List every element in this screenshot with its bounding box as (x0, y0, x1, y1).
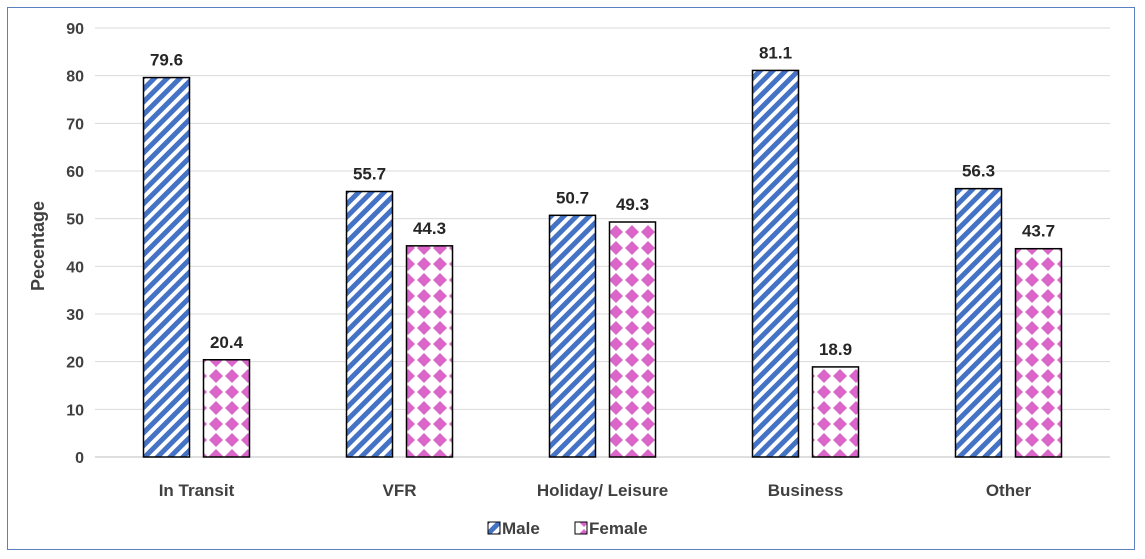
data-label-female: 49.3 (616, 195, 649, 214)
data-label-male: 79.6 (150, 51, 183, 70)
bar-male (751, 69, 800, 458)
category-label: Other (986, 481, 1032, 500)
data-label-female: 43.7 (1022, 222, 1055, 241)
gridlines (95, 27, 1110, 410)
bar-female (1014, 247, 1063, 458)
data-labels: 79.6 20.4 55.7 44.3 50.7 49.3 81.1 18.9 56.3 43.7 (150, 43, 1055, 358)
y-tick-label: 10 (66, 402, 84, 419)
y-tick-label: 0 (75, 450, 84, 467)
y-axis-label: Pecentage (28, 201, 48, 291)
data-label-female: 44.3 (413, 219, 446, 238)
legend-label-male: Male (502, 519, 540, 538)
data-label-male: 56.3 (962, 162, 995, 181)
y-tick-label: 30 (66, 307, 84, 324)
bar-male (954, 187, 1003, 458)
bar-female (405, 245, 454, 458)
bar-female (608, 221, 657, 458)
y-tick-label: 70 (66, 116, 84, 133)
legend-swatch-female (574, 521, 588, 535)
data-label-male: 50.7 (556, 188, 589, 207)
y-tick-label: 90 (66, 21, 84, 38)
data-label-female: 20.4 (210, 333, 244, 352)
y-tick-label: 20 (66, 355, 84, 372)
legend-label-female: Female (589, 519, 648, 538)
data-label-female: 18.9 (819, 340, 852, 359)
legend-swatch-male (487, 521, 501, 535)
category-label: VFR (383, 481, 417, 500)
bar-female (811, 366, 860, 458)
data-label-male: 81.1 (759, 43, 792, 62)
y-axis-ticks: 0 10 20 30 40 50 60 70 80 90 (66, 21, 84, 467)
bar-female (202, 359, 251, 458)
y-tick-label: 80 (66, 69, 84, 86)
bar-male (345, 190, 394, 458)
bars (142, 69, 1063, 458)
y-tick-label: 40 (66, 259, 84, 276)
y-tick-label: 50 (66, 212, 84, 229)
y-tick-label: 60 (66, 164, 84, 181)
category-labels: In Transit VFR Holiday/ Leisure Business Oth… (159, 481, 1032, 500)
bar-male (142, 76, 191, 458)
category-label: Holiday/ Leisure (537, 481, 668, 500)
category-label: In Transit (159, 481, 235, 500)
category-label: Business (768, 481, 844, 500)
legend: Male Female (487, 519, 648, 538)
bar-male (548, 214, 597, 458)
data-label-male: 55.7 (353, 164, 386, 183)
